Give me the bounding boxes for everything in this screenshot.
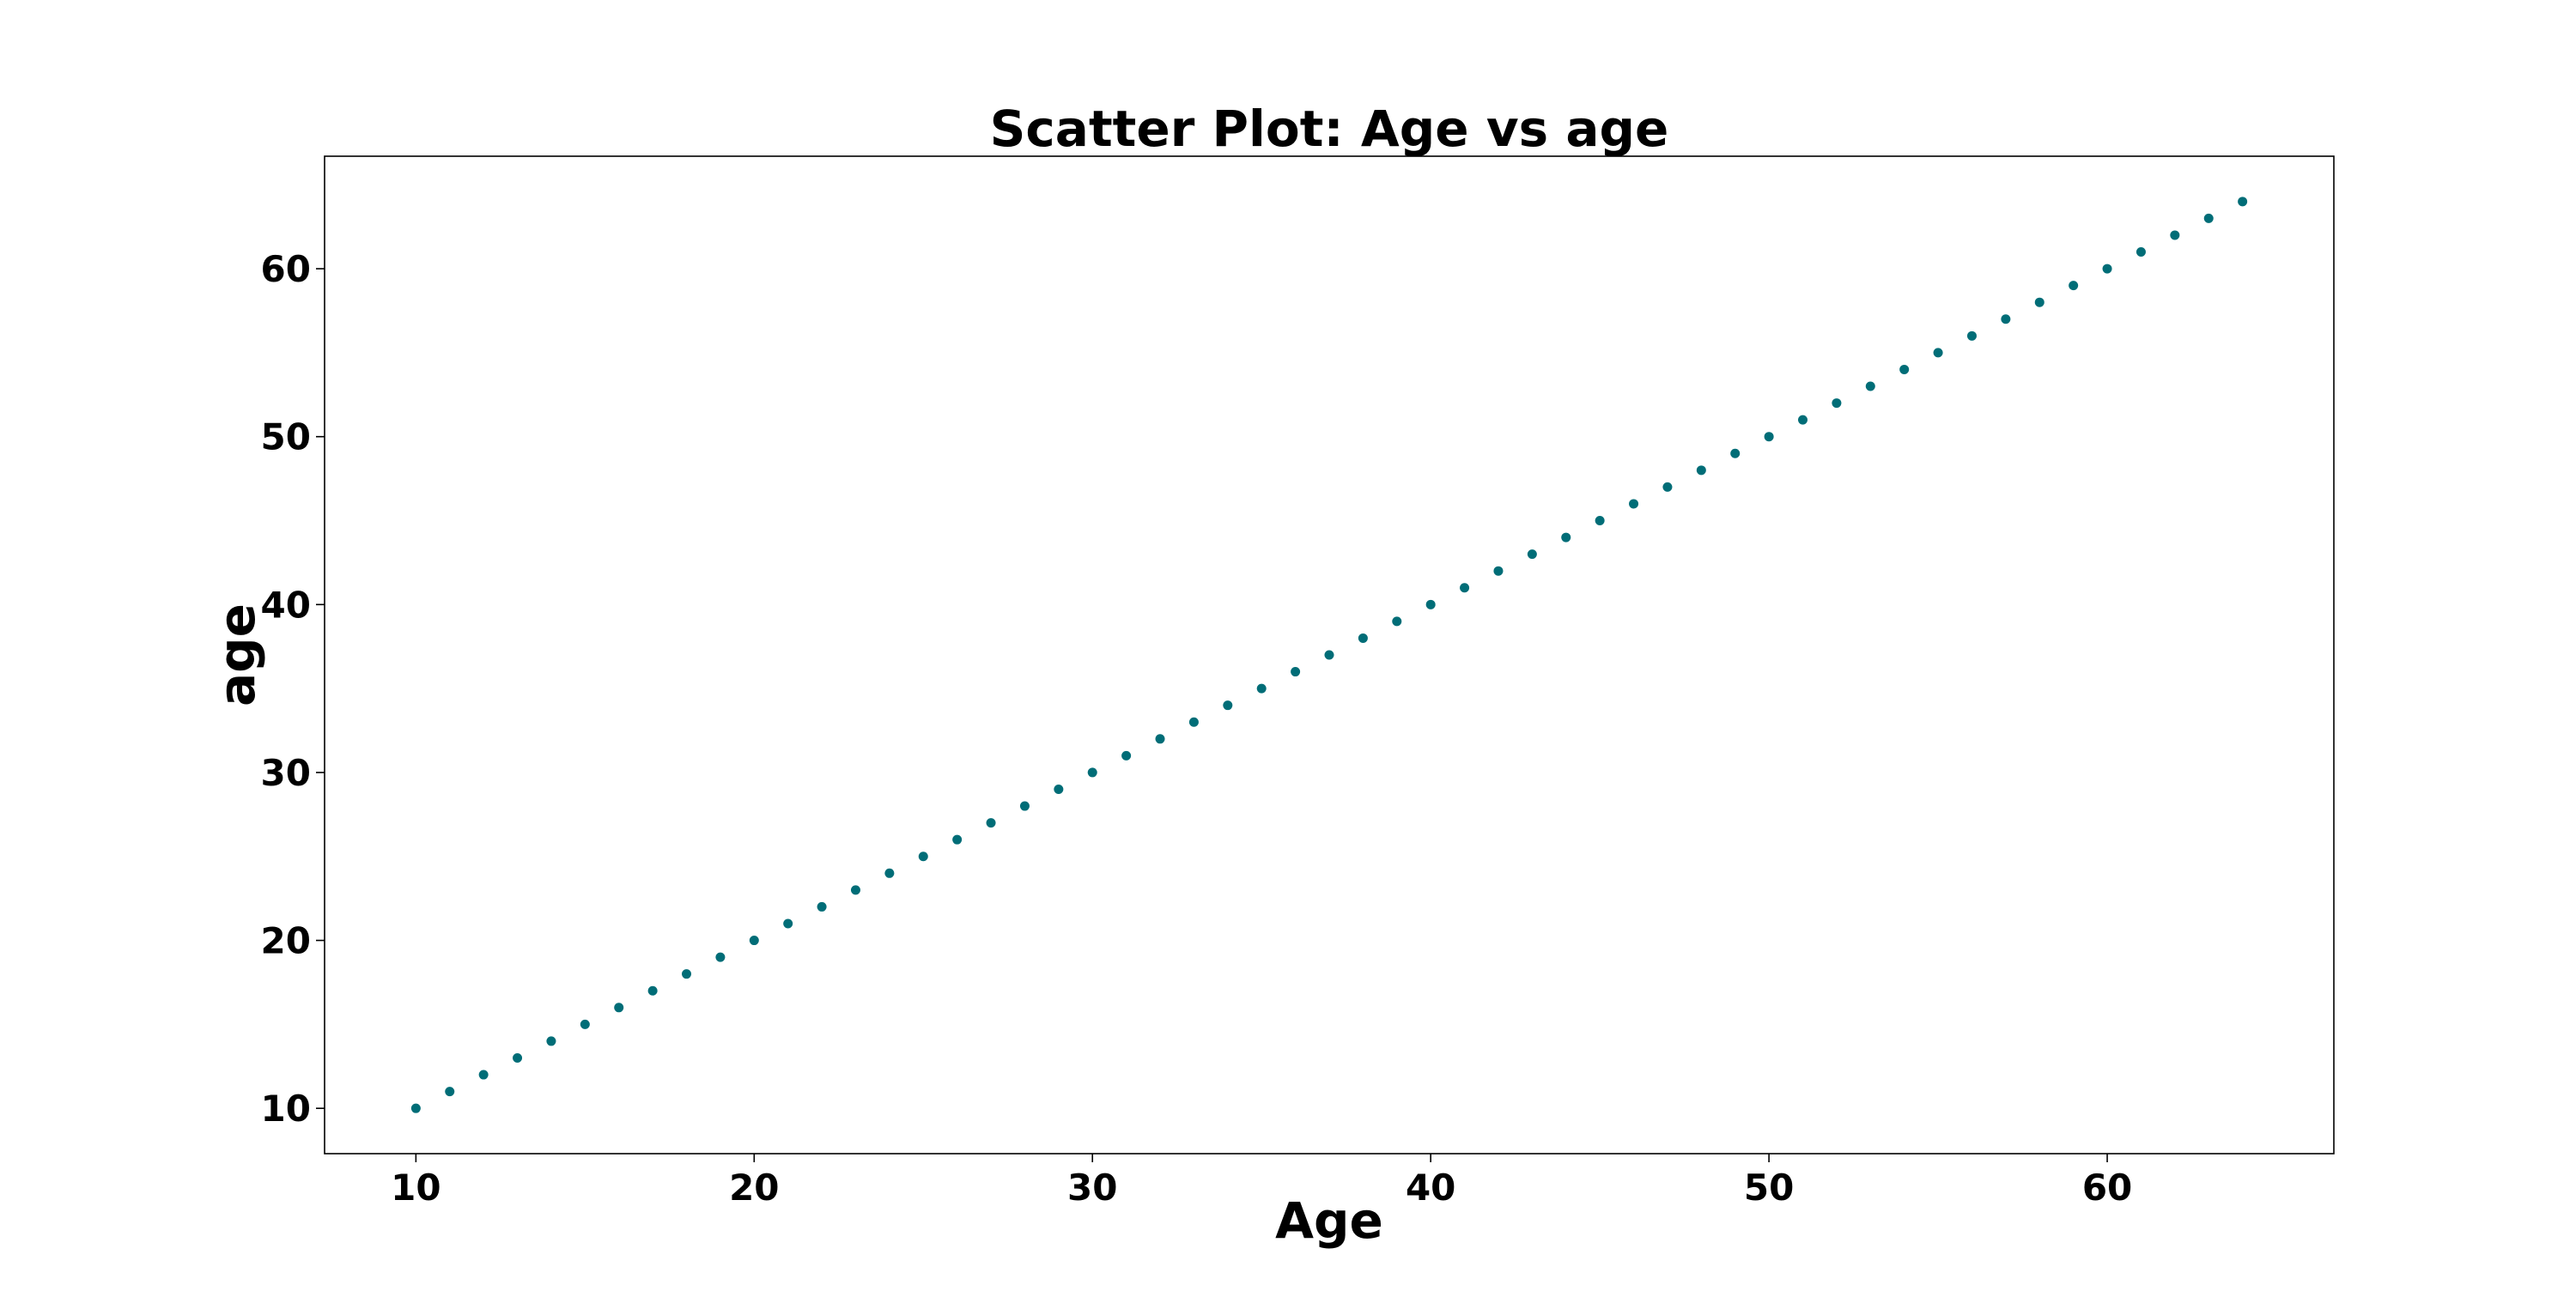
data-point — [546, 1036, 556, 1046]
data-point — [1019, 801, 1030, 811]
data-point — [1662, 482, 1673, 492]
data-point — [749, 936, 759, 946]
data-point — [715, 952, 726, 962]
data-point — [986, 818, 996, 828]
data-point — [1629, 499, 1639, 509]
data-point — [647, 985, 658, 996]
data-point — [1121, 750, 1132, 761]
data-point — [1188, 717, 1199, 727]
data-point — [918, 852, 928, 862]
y-axis-label: age — [208, 603, 266, 706]
plot-frame — [324, 155, 2335, 1155]
data-point — [1223, 700, 1233, 711]
data-point — [2238, 197, 2248, 207]
data-point — [1392, 616, 1402, 627]
data-point — [1291, 667, 1301, 677]
data-point — [478, 1070, 489, 1080]
data-point — [817, 901, 827, 912]
x-tick-label: 30 — [1067, 1167, 1117, 1209]
data-point — [2001, 314, 2011, 324]
data-point — [1256, 683, 1267, 694]
y-axis-ticks: 10 20 30 40 50 60 — [261, 248, 325, 1130]
data-point — [1493, 566, 1504, 576]
y-tick-label: 30 — [261, 752, 311, 794]
data-point — [1460, 583, 1470, 593]
y-tick-label: 20 — [261, 920, 311, 962]
x-tick-label: 40 — [1406, 1167, 1455, 1209]
data-point — [1865, 381, 1875, 391]
data-point — [1798, 415, 1808, 425]
data-point — [1730, 448, 1741, 458]
data-point — [682, 969, 692, 979]
data-point — [1054, 784, 1064, 794]
data-point — [2170, 230, 2180, 240]
points-layer — [410, 197, 2248, 1113]
x-axis-ticks: 10 20 30 40 50 60 — [391, 1154, 2132, 1209]
data-point — [884, 868, 895, 878]
data-point — [952, 834, 963, 845]
data-point — [410, 1103, 421, 1113]
y-tick-label: 10 — [261, 1088, 311, 1130]
data-point — [850, 885, 860, 895]
data-point — [783, 918, 793, 929]
y-tick-label: 50 — [261, 416, 311, 458]
y-tick-label: 40 — [261, 584, 311, 626]
data-point — [1595, 516, 1605, 526]
data-point — [2069, 281, 2079, 291]
data-point — [513, 1052, 523, 1063]
data-point — [1087, 767, 1097, 778]
data-point — [1324, 650, 1334, 660]
x-tick-label: 50 — [1744, 1167, 1794, 1209]
x-tick-label: 20 — [729, 1167, 779, 1209]
data-point — [1966, 330, 1977, 341]
data-point — [1425, 599, 1436, 609]
data-point — [445, 1087, 455, 1097]
chart-title: Scatter Plot: Age vs age — [990, 100, 1669, 158]
data-point — [2102, 264, 2112, 274]
data-point — [1561, 532, 1571, 542]
data-point — [1933, 348, 1943, 358]
data-point — [1764, 432, 1774, 442]
y-tick-label: 60 — [261, 248, 311, 290]
data-point — [614, 1003, 624, 1013]
data-point — [2034, 297, 2044, 307]
data-point — [2203, 213, 2214, 223]
data-point — [1358, 633, 1368, 643]
data-point — [1696, 465, 1706, 476]
data-point — [580, 1019, 590, 1029]
data-point — [2136, 247, 2146, 258]
data-point — [1527, 549, 1537, 560]
x-tick-label: 10 — [391, 1167, 440, 1209]
x-axis-label: Age — [1275, 1191, 1383, 1250]
data-point — [1155, 734, 1165, 744]
data-point — [1832, 398, 1842, 409]
x-tick-label: 60 — [2082, 1167, 2132, 1209]
data-point — [1899, 364, 1910, 374]
